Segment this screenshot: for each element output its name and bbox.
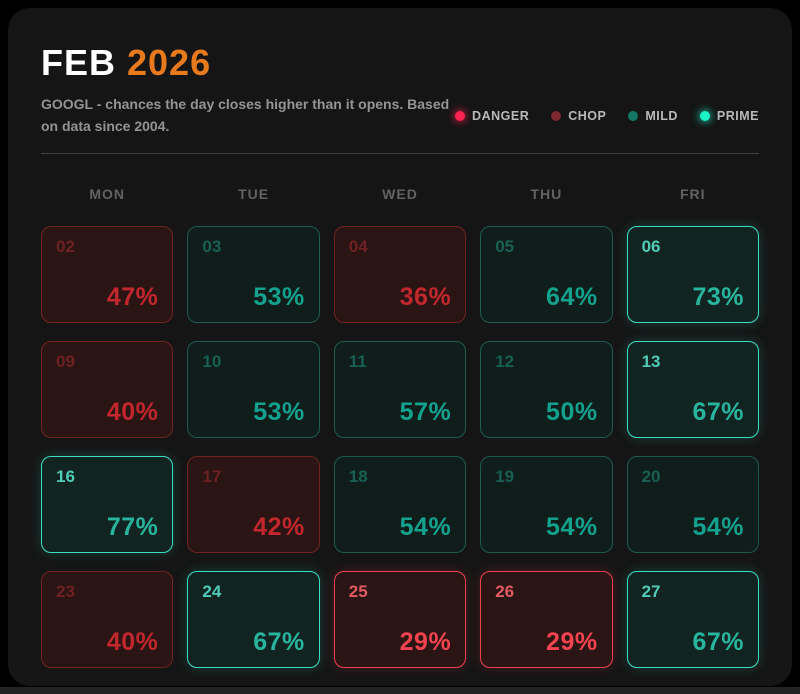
day-number: 05 (495, 237, 515, 257)
calendar-cell-26[interactable]: 26 29% (480, 571, 613, 669)
day-number: 20 (641, 467, 661, 487)
day-probability: 42% (253, 513, 305, 542)
weekday-header-mon: MON (89, 186, 126, 203)
bottom-strip (0, 687, 800, 694)
day-number: 25 (348, 582, 368, 602)
day-probability: 77% (106, 513, 159, 542)
legend-label: PRIME (716, 108, 759, 123)
calendar-grid: 02 47% 03 53% 04 36% 05 64% 06 73% 09 40… (41, 226, 759, 669)
day-probability: 53% (253, 283, 305, 312)
calendar-cell-16[interactable]: 16 77% (41, 456, 174, 554)
calendar-cell-25[interactable]: 25 29% (333, 571, 467, 669)
legend-dot-icon (628, 110, 639, 121)
day-probability: 67% (253, 628, 305, 657)
calendar-card: FEB 2026 GOOGL - chances the day closes … (8, 8, 792, 686)
day-number: 09 (56, 352, 75, 372)
day-probability: 36% (399, 283, 452, 312)
day-number: 24 (202, 582, 222, 602)
weekday-header-thu: THU (530, 186, 563, 203)
day-number: 10 (202, 352, 222, 372)
day-probability: 29% (399, 628, 452, 657)
calendar-cell-06[interactable]: 06 73% (626, 226, 759, 324)
day-probability: 53% (253, 398, 305, 427)
legend-dot-icon (699, 110, 710, 121)
calendar-cell-12[interactable]: 12 50% (480, 341, 613, 439)
day-number: 06 (641, 237, 661, 257)
calendar-cell-19[interactable]: 19 54% (480, 456, 613, 554)
day-number: 19 (495, 467, 515, 487)
day-probability: 54% (546, 513, 598, 542)
day-probability: 29% (546, 628, 598, 657)
day-number: 12 (495, 352, 515, 372)
weekday-header-fri: FRI (680, 186, 706, 203)
calendar-cell-03[interactable]: 03 53% (187, 226, 320, 324)
page-title: FEB 2026 (41, 42, 759, 84)
day-probability: 50% (546, 398, 598, 427)
day-probability: 67% (692, 628, 744, 657)
legend-dot-icon (455, 110, 466, 121)
calendar-cell-13[interactable]: 13 67% (626, 341, 759, 439)
calendar-cell-27[interactable]: 27 67% (626, 571, 759, 669)
day-number: 26 (495, 582, 515, 602)
calendar-cell-24[interactable]: 24 67% (187, 571, 320, 669)
calendar-cell-09[interactable]: 09 40% (41, 341, 174, 439)
legend-item-chop[interactable]: CHOP (551, 109, 606, 123)
subtitle: GOOGL - chances the day closes higher th… (41, 96, 450, 134)
day-number: 13 (641, 352, 661, 372)
legend-item-mild[interactable]: MILD (628, 109, 678, 123)
calendar-cell-23[interactable]: 23 40% (41, 571, 174, 669)
calendar-cell-02[interactable]: 02 47% (41, 226, 174, 324)
day-probability: 57% (399, 398, 452, 427)
day-probability: 73% (692, 283, 744, 312)
day-probability: 54% (399, 513, 452, 542)
day-number: 17 (202, 467, 222, 487)
day-number: 11 (348, 352, 367, 372)
calendar-cell-05[interactable]: 05 64% (480, 226, 613, 324)
calendar-cell-11[interactable]: 11 57% (333, 341, 467, 439)
legend-item-prime[interactable]: PRIME (699, 108, 759, 123)
day-number: 23 (56, 582, 75, 602)
calendar-cell-18[interactable]: 18 54% (333, 456, 467, 554)
legend-item-danger[interactable]: DANGER (455, 109, 529, 123)
calendar-cell-04[interactable]: 04 36% (333, 226, 467, 324)
day-number: 04 (348, 237, 368, 257)
calendar-cell-10[interactable]: 10 53% (187, 341, 320, 439)
day-probability: 64% (546, 283, 598, 312)
weekday-row: MON TUE WED THU FRI (41, 186, 759, 202)
legend-label: MILD (645, 108, 678, 123)
legend: DANGER CHOP MILD PRIME (455, 109, 759, 123)
title-month: FEB (41, 42, 116, 83)
calendar-cell-20[interactable]: 20 54% (626, 456, 759, 554)
legend-dot-icon (551, 110, 562, 121)
header-row: GOOGL - chances the day closes higher th… (41, 94, 759, 155)
legend-label: CHOP (568, 108, 607, 123)
day-probability: 40% (106, 628, 159, 657)
legend-label: DANGER (472, 108, 530, 123)
day-probability: 47% (106, 283, 159, 312)
weekday-header-wed: WED (382, 186, 418, 203)
calendar-cell-17[interactable]: 17 42% (187, 456, 320, 554)
day-number: 27 (641, 582, 661, 602)
day-number: 02 (56, 237, 75, 257)
title-year: 2026 (127, 42, 212, 83)
day-probability: 40% (106, 398, 159, 427)
day-number: 18 (348, 467, 368, 487)
weekday-header-tue: TUE (238, 186, 270, 203)
day-number: 16 (56, 467, 75, 487)
day-number: 03 (202, 237, 222, 257)
day-probability: 67% (692, 398, 744, 427)
day-probability: 54% (692, 513, 744, 542)
